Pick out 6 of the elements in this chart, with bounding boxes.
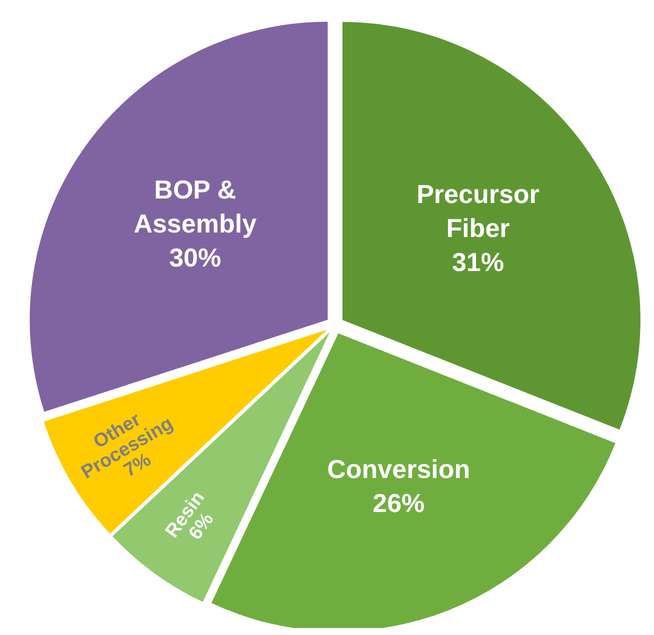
slice-label: BOP & Assembly [134,174,258,238]
slice-label: Conversion [327,454,470,484]
data-label: 31% [452,246,504,277]
data-label: 30% [169,242,222,272]
data-label: 26% [372,488,425,518]
slice-label: Precursor Fiber [416,178,540,243]
